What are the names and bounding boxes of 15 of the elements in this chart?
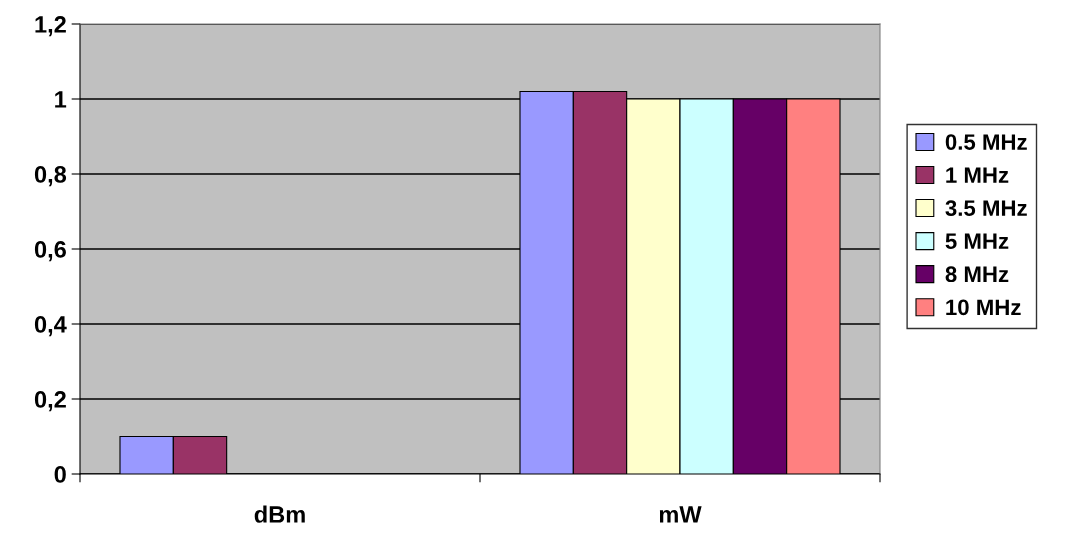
y-tick-label: 1,2 — [35, 16, 66, 37]
legend-label: 0.5 MHz — [945, 134, 1027, 150]
y-tick-label: 0,8 — [34, 166, 67, 187]
y-tick-label: 0 — [54, 466, 66, 483]
legend-label: 3.5 MHz — [945, 200, 1027, 217]
legend-label: 1 MHz — [946, 167, 1009, 183]
y-tick-label: 1 — [55, 91, 67, 108]
x-tick-label: dBm — [254, 505, 305, 523]
y-tick-label: 0,4 — [34, 316, 67, 337]
legend-label: 8 MHz — [945, 266, 1009, 283]
x-tick-label: mW — [659, 506, 702, 523]
legend-label: 5 MHz — [945, 233, 1009, 250]
y-tick-label: 0,6 — [34, 241, 66, 262]
legend-label: 10 MHz — [946, 299, 1021, 316]
y-tick-label: 0,2 — [34, 391, 66, 412]
